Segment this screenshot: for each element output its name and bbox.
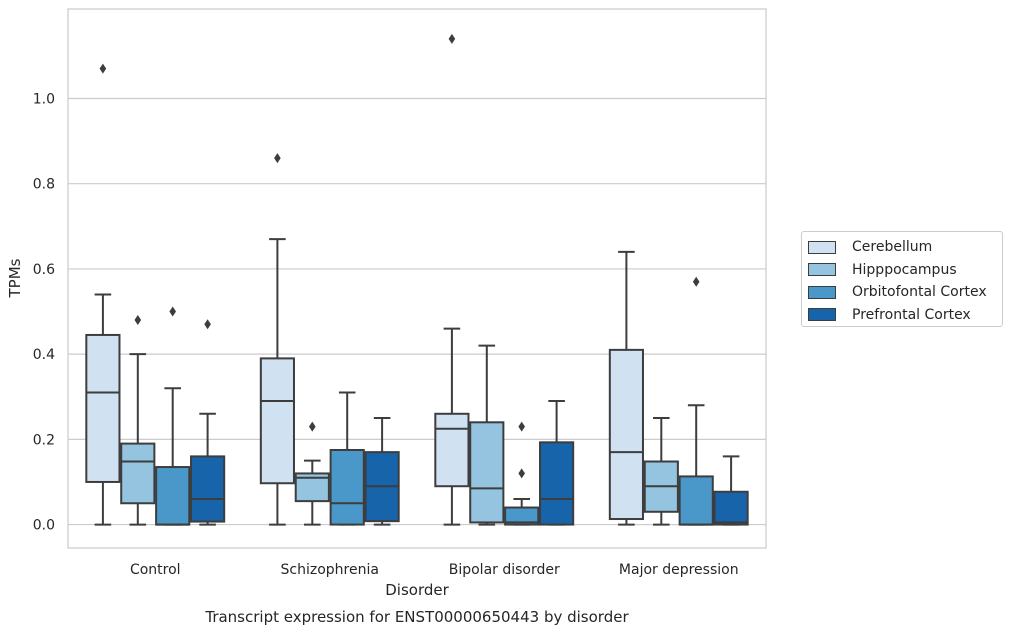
box-iqr: [155, 466, 191, 526]
legend-item: Prefrontal Cortex: [808, 304, 1002, 327]
box-hipppocampus-3: [643, 417, 679, 526]
legend-swatch: [808, 308, 836, 322]
y-axis-label: TPMs: [6, 258, 24, 298]
box-orbitofontal-cortex-2: [504, 421, 540, 526]
legend-swatch: [808, 263, 836, 277]
chart-legend: Cerebellum Hipppocampus Orbitofontal Corte…: [801, 231, 1003, 327]
outlier-point: [204, 319, 211, 330]
y-tick-label: 0.6: [33, 262, 55, 278]
box-iqr: [678, 475, 714, 526]
box-iqr: [120, 442, 156, 505]
outlier-point: [448, 33, 456, 44]
box-cerebellum-0: [85, 63, 121, 526]
legend-label: Cerebellum: [852, 239, 933, 256]
box-iqr: [713, 490, 749, 526]
legend-swatch: [808, 285, 836, 299]
box-orbitofontal-cortex-3: [678, 276, 714, 526]
outlier-point: [518, 468, 525, 479]
chart-caption: Transcript expression for ENST0000065044…: [204, 608, 629, 626]
y-tick-label: 0.2: [33, 432, 55, 448]
box-cerebellum-1: [259, 153, 295, 526]
outlier-point: [518, 421, 525, 432]
box-iqr: [259, 357, 295, 485]
y-tick-label: 0.4: [33, 347, 55, 363]
legend-label: Hipppocampus: [852, 261, 957, 278]
y-axis-ticks: 0.0 0.2 0.4 0.6 0.8 1.0: [33, 91, 55, 533]
plot-area-frame: [67, 8, 767, 549]
outlier-point: [99, 63, 107, 74]
box-iqr: [434, 412, 470, 488]
box-cerebellum-3: [608, 250, 644, 526]
box-iqr: [539, 441, 575, 526]
box-prefrontal-cortex-3: [713, 455, 749, 526]
legend-item: Orbitofontal Cortex: [808, 281, 1002, 304]
outlier-point: [134, 315, 142, 326]
x-tick-label: Bipolar disorder: [449, 562, 560, 578]
box-orbitofontal-cortex-1: [329, 391, 365, 526]
box-cerebellum-2: [434, 33, 470, 526]
outlier-point: [692, 276, 700, 287]
y-tick-label: 0.0: [33, 518, 55, 534]
legend-item: Cerebellum: [808, 236, 1002, 259]
box-hipppocampus-1: [294, 421, 330, 526]
x-tick-label: Control: [130, 562, 181, 578]
legend-item: Hipppocampus: [808, 259, 1002, 282]
x-axis-label: Disorder: [385, 581, 449, 599]
grid-lines: [68, 97, 766, 526]
box-orbitofontal-cortex-0: [155, 306, 191, 526]
x-axis-ticks: Control Schizophrenia Bipolar disorder Majo…: [130, 562, 739, 578]
outlier-point: [169, 306, 176, 317]
legend-swatch: [808, 240, 836, 254]
box-hipppocampus-0: [120, 315, 156, 526]
outlier-point: [274, 153, 281, 164]
box-iqr: [608, 348, 644, 521]
x-tick-label: Major depression: [619, 562, 739, 578]
box-prefrontal-cortex-0: [190, 319, 226, 526]
box-prefrontal-cortex-1: [364, 417, 400, 526]
box-iqr: [504, 506, 540, 526]
box-iqr: [329, 449, 365, 526]
box-iqr: [469, 421, 505, 524]
box-hipppocampus-2: [469, 344, 505, 526]
boxes: [85, 33, 749, 526]
x-tick-label: Schizophrenia: [281, 562, 379, 578]
outlier-point: [309, 421, 316, 432]
legend-label: Orbitofontal Cortex: [852, 284, 987, 301]
box-prefrontal-cortex-2: [539, 400, 575, 526]
box-iqr: [85, 333, 121, 483]
box-iqr: [190, 455, 226, 523]
legend-label: Prefrontal Cortex: [852, 306, 971, 323]
y-tick-label: 1.0: [33, 91, 55, 107]
y-tick-label: 0.8: [33, 177, 55, 193]
